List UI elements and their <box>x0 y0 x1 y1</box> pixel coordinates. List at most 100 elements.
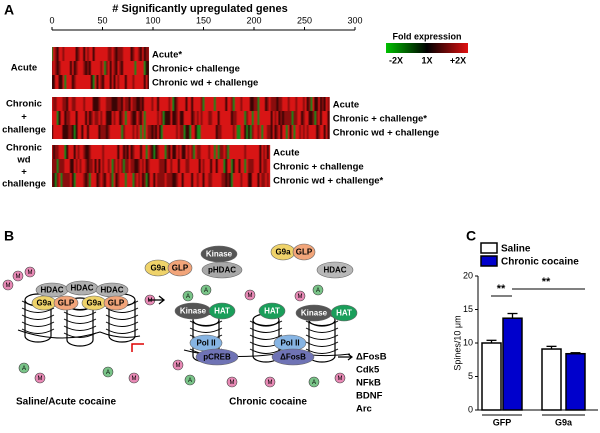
gene: ΔFosB <box>356 352 387 363</box>
dna-link <box>17 329 141 339</box>
heatmap-bar <box>52 111 330 125</box>
histone-mark-label: M <box>338 376 343 382</box>
histone-mark <box>182 290 194 302</box>
gene: Cdk5 <box>356 365 380 376</box>
y-tick-label: 0 <box>468 404 473 414</box>
histone-mark <box>34 372 46 384</box>
dna <box>249 327 283 333</box>
group-label: wd <box>16 155 30 166</box>
dna <box>63 325 97 331</box>
legend-label: Chronic cocaine <box>501 257 579 268</box>
y-tick-label: 15 <box>463 304 473 314</box>
protein-label: G9a <box>275 248 291 257</box>
dna <box>305 348 339 354</box>
gene: NFkB <box>356 378 381 389</box>
protein <box>201 261 243 279</box>
panel-label: A <box>4 2 14 18</box>
protein-label: G9a <box>36 299 52 308</box>
x-tick-label: 100 <box>145 15 160 25</box>
arrow <box>148 295 166 305</box>
histone-mark <box>294 290 306 302</box>
histone-mark <box>200 284 212 296</box>
protein-label: Kinase <box>206 250 233 259</box>
histone-mark <box>2 279 14 291</box>
histone-mark <box>226 376 238 388</box>
dna <box>105 321 139 327</box>
dna <box>21 321 55 327</box>
protein <box>292 243 316 261</box>
group-label: Acute <box>11 63 37 74</box>
arrow <box>338 353 353 361</box>
legend-swatch <box>480 242 498 254</box>
histone-mark-label: M <box>28 270 33 276</box>
dna <box>249 348 283 354</box>
histone-mark-label: A <box>312 380 316 386</box>
row-label: Acute <box>273 148 299 159</box>
row-label: Chronic + challenge* <box>333 114 428 125</box>
histone-mark-label: M <box>268 380 273 386</box>
legend-swatch <box>480 255 498 267</box>
tss-arrow <box>131 343 144 352</box>
histone-mark-label: M <box>38 376 43 382</box>
histone-mark-label: A <box>204 288 208 294</box>
panel-label: C <box>466 228 476 244</box>
histone-mark-label: A <box>188 378 192 384</box>
legend-label: Saline <box>501 244 531 255</box>
histone-mark-label: M <box>16 274 21 280</box>
dna <box>63 311 97 317</box>
heatmap-bar <box>52 75 149 89</box>
dna <box>21 314 55 320</box>
histone-mark-label: M <box>132 376 137 382</box>
protein-label: HDAC <box>323 266 346 275</box>
row-label: Chronic wd + challenge* <box>273 176 383 187</box>
dna <box>105 328 139 334</box>
protein-label: G9a <box>86 299 102 308</box>
x-tick-label: 0 <box>49 15 54 25</box>
histone-mark-label: M <box>230 380 235 386</box>
histone-mark <box>312 284 324 296</box>
histone-mark-label: M <box>248 293 253 299</box>
axis-title: # Significantly upregulated genes <box>112 3 287 15</box>
x-tick-label: 200 <box>246 15 261 25</box>
protein-label: HAT <box>214 307 230 316</box>
protein-label: GLP <box>172 264 189 273</box>
row-label: Chronic + challenge <box>273 162 364 173</box>
dna <box>305 341 339 347</box>
group-label: + <box>21 112 27 123</box>
dna <box>189 320 223 326</box>
histone-mark <box>12 270 24 282</box>
bar <box>541 348 562 411</box>
histone-mark-label: M <box>176 363 181 369</box>
caption: Saline/Acute cocaine <box>16 397 116 408</box>
dna <box>305 334 339 340</box>
histone-mark-label: A <box>22 366 26 372</box>
group-label: Chronic <box>6 143 42 154</box>
row-label: Chronic wd + challenge <box>333 128 439 139</box>
caption: Chronic cocaine <box>229 397 307 408</box>
protein <box>53 295 79 311</box>
protein-label: G9a <box>150 264 166 273</box>
protein-label: GLP <box>58 299 75 308</box>
histone-mark-label: M <box>148 298 153 304</box>
group-label: + <box>21 167 27 178</box>
protein-label: HDAC <box>70 284 93 293</box>
dna <box>189 327 223 333</box>
dna <box>63 318 97 324</box>
bar <box>481 342 502 411</box>
dna <box>105 307 139 313</box>
histone-mark <box>128 372 140 384</box>
y-axis-label: Spines/10 μm <box>452 315 462 370</box>
row-label: Chronic wd + challenge <box>152 78 258 89</box>
x-tick-label: 150 <box>196 15 211 25</box>
histone-mark-label: A <box>316 288 320 294</box>
histone-mark-label: A <box>186 294 190 300</box>
protein <box>330 304 358 322</box>
dna <box>305 320 339 326</box>
histone-mark <box>172 359 184 371</box>
dna <box>21 328 55 334</box>
protein-label: Pol II <box>196 339 215 348</box>
heatmap-bar <box>52 159 271 173</box>
histone-mark <box>24 266 36 278</box>
protein-label: pCREB <box>203 353 231 362</box>
